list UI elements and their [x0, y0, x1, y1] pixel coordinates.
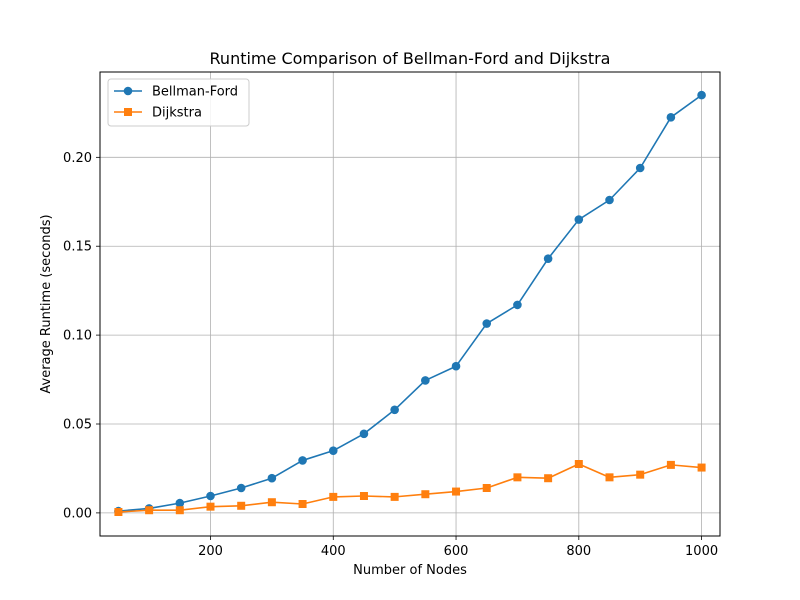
legend-entry: Dijkstra [114, 106, 202, 121]
legend-label: Dijkstra [152, 106, 202, 121]
data-point [543, 254, 553, 263]
series-dijkstra [114, 460, 706, 516]
data-point [359, 492, 368, 500]
data-point [697, 463, 706, 472]
y-tick-label: 0.05 [63, 418, 92, 433]
data-point [236, 483, 246, 493]
data-point [574, 215, 584, 224]
data-point [145, 506, 154, 515]
data-point [267, 498, 276, 507]
legend-label: Bellman-Ford [152, 85, 238, 100]
y-tick-label: 0.20 [63, 151, 92, 166]
x-axis-label: Number of Nodes [353, 563, 467, 578]
plot-frame [99, 71, 721, 537]
series-bellman-ford [114, 90, 706, 516]
data-point [267, 473, 277, 483]
chart-title: Runtime Comparison of Bellman-Ford and D… [210, 49, 611, 68]
data-point [666, 113, 676, 122]
data-point [451, 361, 461, 371]
axis-ticks: 200 400 600 800 1000 0.00 0.05 0.10 0.15 0.20 [63, 151, 718, 559]
data-point [574, 460, 583, 468]
data-point [421, 490, 430, 499]
data-point [421, 376, 430, 385]
grid-lines [100, 72, 720, 536]
data-point [175, 498, 185, 508]
x-tick-label: 1000 [685, 544, 718, 559]
series-layer [114, 90, 706, 516]
legend-marker [124, 108, 132, 116]
y-tick-label: 0.00 [63, 506, 92, 521]
data-point [359, 429, 369, 439]
series-line [118, 463, 702, 513]
data-point [452, 487, 461, 496]
data-point [206, 502, 215, 511]
data-point [237, 501, 246, 510]
legend-marker [123, 86, 133, 96]
data-point [636, 470, 645, 479]
x-tick-label: 400 [321, 544, 346, 559]
data-point [513, 473, 522, 482]
data-point [666, 460, 675, 469]
legend-box [107, 78, 250, 127]
data-point [298, 500, 307, 508]
data-point [390, 405, 399, 415]
data-point [605, 473, 614, 482]
data-point [544, 474, 553, 483]
legend: Bellman-Ford Dijkstra [107, 78, 250, 127]
x-tick-label: 800 [566, 544, 591, 559]
y-axis-label: Average Runtime (seconds) [39, 214, 54, 393]
series-line [118, 94, 703, 512]
legend-entry: Bellman-Ford [114, 85, 238, 100]
data-point [298, 456, 307, 465]
data-point [605, 195, 614, 205]
x-tick-label: 200 [198, 544, 223, 559]
data-point [697, 90, 706, 100]
data-point [206, 491, 215, 501]
y-tick-label: 0.15 [63, 240, 92, 255]
data-point [482, 484, 491, 492]
y-tick-label: 0.10 [63, 329, 92, 344]
data-point [513, 300, 522, 310]
data-point [328, 446, 338, 455]
data-point [390, 492, 399, 501]
x-tick-label: 600 [444, 544, 469, 559]
data-point [482, 319, 492, 328]
data-point [175, 506, 184, 515]
data-point [635, 163, 645, 173]
data-point [329, 492, 338, 501]
data-point [114, 508, 123, 516]
